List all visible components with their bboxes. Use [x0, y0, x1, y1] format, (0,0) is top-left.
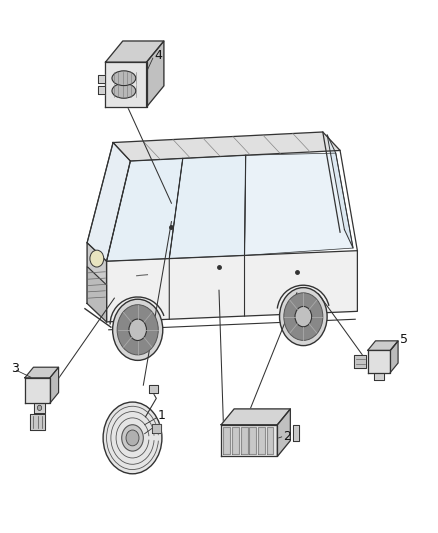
- Polygon shape: [34, 403, 45, 413]
- Polygon shape: [106, 62, 147, 107]
- Circle shape: [113, 299, 163, 360]
- Polygon shape: [354, 355, 367, 368]
- Polygon shape: [152, 424, 161, 433]
- Polygon shape: [106, 41, 164, 62]
- Polygon shape: [258, 427, 265, 454]
- Polygon shape: [106, 251, 357, 322]
- Polygon shape: [390, 341, 398, 373]
- Ellipse shape: [112, 84, 136, 98]
- Polygon shape: [147, 41, 164, 107]
- Circle shape: [295, 306, 312, 327]
- Polygon shape: [232, 427, 239, 454]
- Circle shape: [284, 293, 323, 341]
- Polygon shape: [244, 153, 353, 255]
- Polygon shape: [223, 427, 230, 454]
- Circle shape: [117, 305, 158, 355]
- Polygon shape: [98, 75, 106, 84]
- Polygon shape: [293, 425, 299, 441]
- Polygon shape: [87, 266, 106, 322]
- Circle shape: [90, 250, 104, 267]
- Polygon shape: [267, 427, 273, 454]
- Polygon shape: [368, 350, 390, 373]
- Polygon shape: [87, 142, 131, 261]
- Ellipse shape: [112, 71, 136, 86]
- Circle shape: [279, 288, 327, 345]
- Polygon shape: [87, 243, 106, 322]
- Polygon shape: [240, 427, 247, 454]
- Polygon shape: [277, 409, 290, 456]
- Polygon shape: [249, 427, 256, 454]
- Text: 1: 1: [158, 409, 166, 422]
- Polygon shape: [368, 341, 398, 350]
- Circle shape: [129, 319, 146, 341]
- Circle shape: [126, 430, 139, 446]
- Polygon shape: [50, 367, 59, 403]
- Polygon shape: [374, 373, 384, 381]
- Text: 4: 4: [154, 49, 162, 62]
- Circle shape: [103, 402, 162, 474]
- Polygon shape: [30, 414, 45, 430]
- Text: 3: 3: [11, 362, 19, 375]
- Polygon shape: [113, 132, 340, 161]
- Polygon shape: [169, 155, 246, 259]
- Text: 2: 2: [283, 430, 291, 443]
- Polygon shape: [327, 135, 353, 248]
- Polygon shape: [148, 385, 158, 393]
- Polygon shape: [221, 409, 290, 425]
- Circle shape: [122, 425, 143, 451]
- Polygon shape: [25, 378, 50, 403]
- Polygon shape: [106, 158, 183, 261]
- Polygon shape: [221, 425, 277, 456]
- Text: 5: 5: [400, 333, 408, 346]
- Polygon shape: [25, 367, 59, 378]
- Circle shape: [37, 405, 42, 410]
- Polygon shape: [98, 86, 106, 94]
